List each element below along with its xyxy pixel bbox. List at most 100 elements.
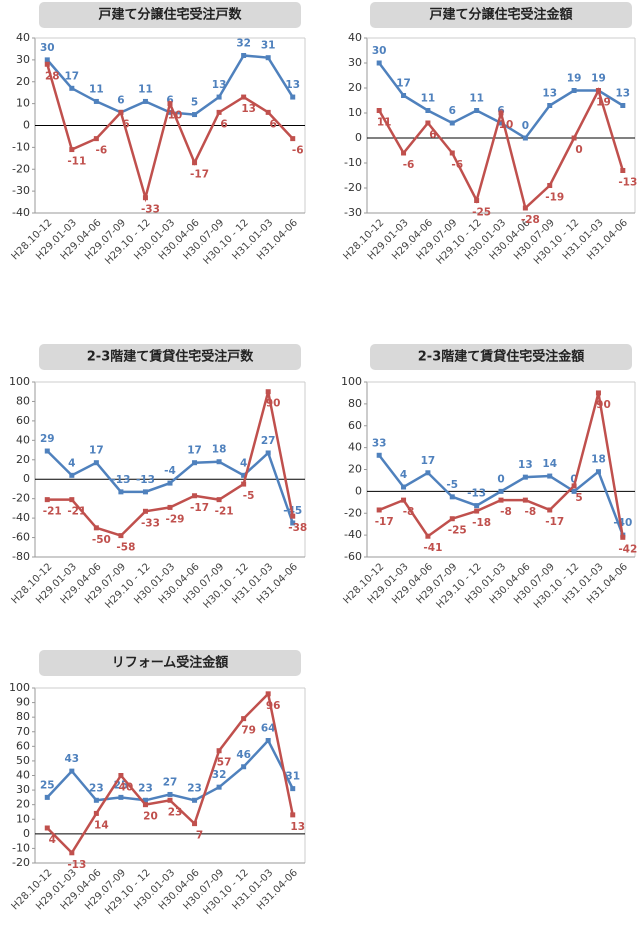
marker — [216, 459, 222, 465]
data-label: -6 — [403, 159, 415, 171]
marker — [69, 147, 75, 153]
marker — [571, 135, 577, 141]
marker — [167, 791, 173, 797]
marker — [93, 460, 99, 466]
marker — [69, 768, 75, 774]
data-label: 30 — [40, 42, 55, 54]
data-label: -29 — [166, 513, 185, 525]
marker — [522, 135, 528, 141]
title-box — [39, 650, 301, 676]
y-tick-label: 40 — [348, 31, 362, 44]
marker — [290, 812, 296, 818]
data-label: 43 — [65, 753, 80, 765]
data-label: 5 — [191, 97, 198, 109]
marker — [241, 94, 247, 100]
marker — [376, 108, 382, 113]
marker — [241, 481, 247, 487]
marker — [142, 489, 148, 495]
data-label: 64 — [261, 723, 276, 735]
data-label: 31 — [261, 40, 276, 52]
data-label: -13 — [136, 474, 155, 486]
y-tick-label: 80 — [16, 394, 30, 407]
y-tick-label: -20 — [344, 181, 362, 194]
data-label: -19 — [545, 192, 564, 204]
data-label: 4 — [68, 457, 75, 469]
y-tick-label: -80 — [12, 550, 30, 563]
data-label: 13 — [285, 79, 300, 91]
marker — [265, 691, 271, 697]
marker — [449, 150, 455, 156]
data-label: -13 — [111, 474, 130, 486]
y-tick-label: 10 — [16, 97, 30, 110]
data-label: 11 — [377, 117, 392, 129]
marker — [167, 797, 173, 803]
data-label: -17 — [190, 169, 209, 181]
marker — [474, 108, 480, 113]
marker — [595, 469, 601, 475]
series-line — [46, 63, 294, 203]
data-label: 0 — [575, 144, 582, 156]
y-tick-label: -30 — [12, 184, 30, 197]
data-label: 25 — [40, 779, 55, 791]
data-label: 23 — [168, 806, 183, 818]
y-tick-label: 80 — [348, 397, 362, 410]
series-line — [46, 691, 294, 855]
marker — [241, 472, 247, 478]
chart-title: 戸建て分譲住宅受注戸数 — [98, 7, 242, 23]
y-tick-label: -10 — [12, 140, 30, 153]
y-tick-label: 30 — [16, 783, 30, 796]
data-label: -28 — [521, 214, 540, 226]
data-label: 19 — [591, 73, 606, 85]
data-label: -8 — [403, 506, 415, 518]
marker — [192, 493, 198, 499]
data-label: 6 — [220, 118, 227, 130]
marker — [167, 109, 173, 115]
marker — [498, 488, 504, 494]
marker — [69, 472, 75, 478]
marker — [498, 110, 504, 116]
y-tick-label: -30 — [344, 206, 362, 219]
marker — [595, 390, 601, 396]
marker — [142, 797, 148, 803]
data-label: 6 — [117, 94, 124, 106]
data-label: -21 — [43, 506, 62, 518]
data-label: -38 — [288, 522, 307, 534]
data-label: -33 — [141, 204, 160, 216]
data-label: -13 — [67, 859, 86, 871]
marker — [449, 120, 455, 126]
y-tick-label: 100 — [341, 375, 362, 388]
y-tick-label: 10 — [348, 106, 362, 119]
y-tick-label: 0 — [23, 472, 30, 485]
y-tick-label: 70 — [16, 725, 30, 738]
y-tick-label: 100 — [9, 375, 30, 388]
marker — [44, 825, 50, 831]
marker — [192, 797, 198, 803]
data-label: 17 — [65, 70, 80, 82]
data-label: 23 — [89, 782, 104, 794]
title-box — [370, 2, 632, 28]
y-tick-label: 90 — [16, 696, 30, 709]
series-line — [378, 454, 624, 536]
marker — [118, 794, 124, 800]
y-tick-label: 40 — [16, 433, 30, 446]
marker — [401, 484, 407, 490]
marker — [425, 120, 431, 126]
marker — [620, 103, 626, 108]
data-label: -17 — [190, 502, 209, 514]
data-label: 30 — [372, 45, 387, 57]
data-label: 46 — [236, 749, 251, 761]
data-label: -5 — [446, 479, 458, 491]
data-label: -25 — [472, 207, 491, 219]
y-tick-label: 60 — [348, 419, 362, 432]
marker — [44, 794, 50, 800]
marker — [401, 497, 407, 503]
data-label: 27 — [261, 435, 276, 447]
marker — [192, 160, 198, 166]
y-tick-label: 50 — [16, 754, 30, 767]
y-tick-label: 0 — [23, 827, 30, 840]
data-label: 90 — [596, 399, 611, 411]
marker — [142, 195, 148, 201]
data-label: -5 — [243, 490, 255, 502]
marker — [376, 507, 382, 513]
data-label: 11 — [89, 83, 104, 95]
